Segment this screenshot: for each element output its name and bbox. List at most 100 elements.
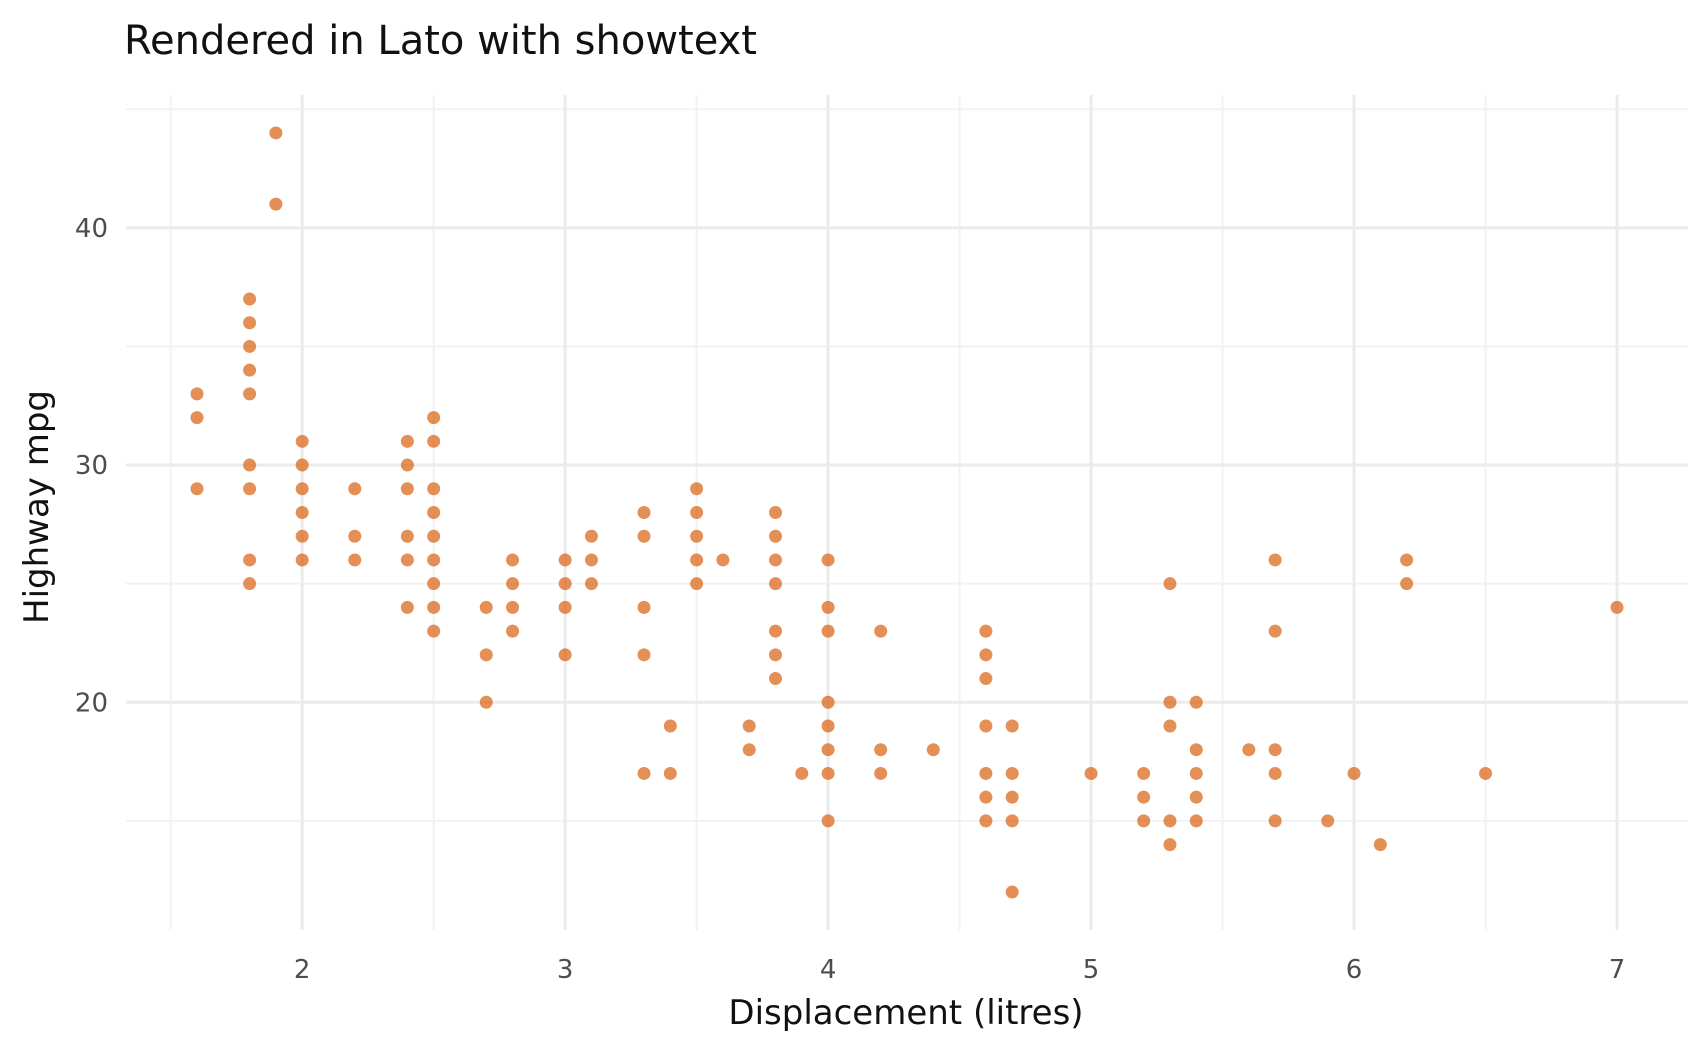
data-point [243,387,257,401]
data-point [874,743,888,757]
data-point [269,126,283,140]
data-point [637,506,651,519]
data-point [926,743,940,757]
data-point [400,600,414,614]
data-point [1189,743,1203,757]
data-point [427,577,441,591]
data-point [558,577,572,591]
data-point [584,529,598,543]
data-point [479,600,493,614]
data-point [874,624,888,638]
data-point [690,482,704,496]
data-point [1479,766,1493,780]
data-point [479,648,493,662]
data-point [1268,553,1282,567]
data-point [243,482,257,496]
points-layer [190,126,1624,899]
data-point [1084,766,1098,780]
x-tick-label: 5 [1083,955,1100,985]
data-point [637,766,651,780]
data-point [295,529,309,543]
data-point [1005,719,1019,733]
x-tick-label: 7 [1609,955,1626,985]
data-point [1373,838,1387,852]
data-point [400,458,414,472]
data-point [1005,814,1019,828]
data-point [243,292,257,306]
data-point [506,577,520,591]
data-point [1163,719,1177,733]
y-tick-label: 40 [75,214,108,244]
data-point [558,648,572,662]
data-point [979,719,993,733]
data-point [821,766,835,780]
data-point [558,553,572,567]
data-point [1137,766,1151,780]
data-point [295,482,309,496]
data-point [1005,885,1019,899]
data-point [1400,553,1414,567]
data-point [716,553,730,567]
data-point [427,600,441,614]
data-point [1242,743,1256,757]
data-point [427,529,441,543]
data-point [348,553,362,567]
data-point [979,672,993,686]
data-point [1347,766,1361,780]
data-point [769,529,783,543]
data-point [769,672,783,686]
data-point [243,553,257,567]
data-point [1163,695,1177,709]
data-point [795,766,809,780]
data-point [1400,577,1414,591]
data-point [1163,577,1177,591]
data-point [821,600,835,614]
data-point [243,458,257,472]
data-point [769,577,783,591]
x-tick-label: 6 [1346,955,1363,985]
data-point [1189,766,1203,780]
data-point [979,648,993,662]
data-point [1005,790,1019,804]
data-point [400,553,414,567]
x-tick-label: 4 [820,955,837,985]
chart-title: Rendered in Lato with showtext [124,18,757,64]
data-point [348,482,362,496]
data-point [769,506,783,519]
data-point [295,506,309,519]
data-point [979,624,993,638]
x-axis-label: Displacement (litres) [728,993,1083,1033]
data-point [584,553,598,567]
data-point [821,624,835,638]
data-point [1268,766,1282,780]
data-point [243,363,257,377]
data-point [506,624,520,638]
x-tick-label: 2 [294,955,311,985]
data-point [821,719,835,733]
data-point [637,600,651,614]
data-point [295,434,309,448]
data-point [742,719,756,733]
data-point [690,577,704,591]
data-point [1268,743,1282,757]
data-point [821,553,835,567]
data-point [1268,814,1282,828]
data-point [506,553,520,567]
y-tick-label: 20 [75,688,108,718]
data-point [427,434,441,448]
data-point [979,814,993,828]
data-point [400,482,414,496]
grid-layer [126,95,1688,930]
data-point [427,506,441,519]
data-point [269,197,283,211]
data-point [1321,814,1335,828]
data-point [979,790,993,804]
data-point [1005,766,1019,780]
data-point [663,766,677,780]
y-tick-label: 30 [75,451,108,481]
data-point [1163,838,1177,852]
data-point [295,553,309,567]
data-point [1137,790,1151,804]
